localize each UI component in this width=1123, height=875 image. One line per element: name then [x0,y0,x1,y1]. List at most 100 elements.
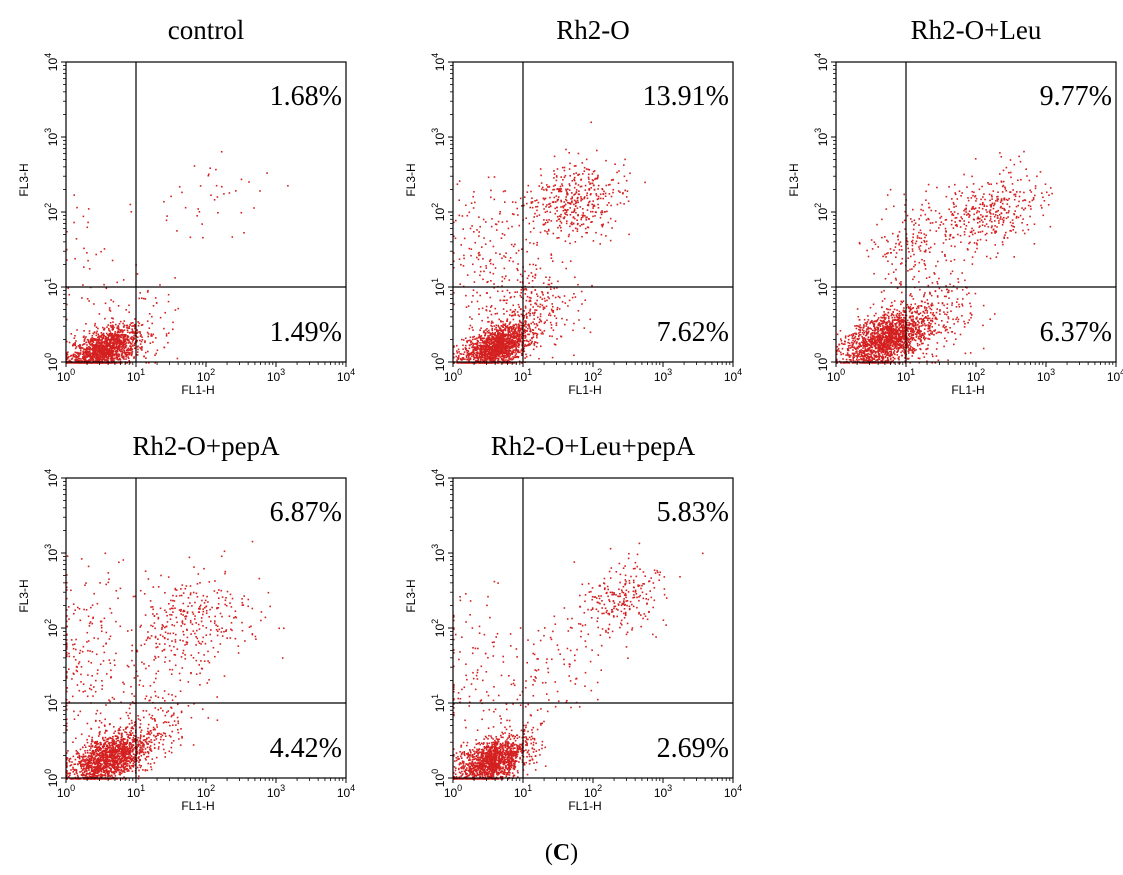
data-point [610,204,612,207]
data-point [506,339,508,341]
data-point [628,233,630,236]
data-point [508,348,511,350]
data-point [453,291,455,294]
data-point [112,317,114,320]
data-point [99,344,101,347]
data-point [907,341,909,343]
data-point [96,344,98,347]
data-point [876,326,878,329]
data-point [521,334,524,337]
data-point [456,357,459,359]
data-point [88,359,90,361]
data-point [483,362,485,364]
data-point [479,225,481,228]
data-point [486,337,489,339]
data-point [152,333,155,336]
data-point [534,326,537,329]
data-point [127,342,130,344]
data-point [595,231,597,234]
data-point [502,329,504,331]
data-point [486,345,488,348]
data-point [79,352,82,354]
data-point [110,354,113,357]
data-point [543,223,546,225]
data-point [553,188,556,191]
data-point [104,344,107,347]
data-point [906,343,908,346]
data-point [525,329,527,332]
data-point [553,173,556,175]
data-point [908,321,910,324]
data-point [117,305,120,307]
data-point [491,331,494,334]
data-point [75,355,78,357]
data-point [118,355,121,357]
data-point [502,345,505,348]
data-point [874,346,877,348]
data-point [490,361,492,364]
data-point [540,182,543,184]
data-point [582,223,585,225]
data-point [489,339,492,341]
data-point [112,358,114,360]
data-point [155,302,158,304]
data-point [154,362,156,364]
data-point [910,318,913,321]
data-point [864,359,867,361]
data-point [518,332,521,334]
data-point [131,338,133,340]
data-point [486,341,488,343]
data-point [519,338,521,341]
data-point [105,362,107,364]
data-point [890,348,893,351]
data-point [144,340,146,342]
data-point [582,212,584,214]
data-point [505,362,508,364]
data-point [566,191,568,194]
data-point [496,312,498,315]
data-point [490,349,493,352]
data-point [172,328,174,331]
data-point [235,190,237,192]
data-point [566,214,568,216]
data-point [117,342,119,345]
data-point [115,338,117,340]
data-point [503,255,505,257]
data-point [454,237,457,240]
data-point [906,346,908,348]
data-point [535,345,538,348]
data-point [68,293,71,296]
data-point [123,356,125,359]
data-point [529,310,531,312]
data-point [478,313,480,315]
data-point [507,329,509,331]
data-point [98,335,100,337]
data-point [165,333,168,335]
data-point [526,191,529,193]
data-point [92,345,95,347]
data-point [77,351,79,354]
data-point [473,343,475,345]
data-point [495,350,497,352]
data-point [550,327,553,329]
data-point [498,340,500,342]
data-point [488,335,491,337]
data-point [515,353,517,355]
data-point [112,300,115,303]
data-point [539,267,542,270]
data-point [505,302,508,304]
data-point [509,334,511,336]
data-point [117,353,120,356]
data-point [480,335,483,337]
data-point [97,359,100,361]
data-point [552,310,555,312]
data-point [568,233,570,236]
data-point [539,313,542,315]
data-point [491,320,493,323]
data-point [70,354,73,357]
data-point [501,362,504,364]
data-point [913,348,916,350]
data-point [889,348,891,350]
data-point [483,353,486,356]
data-point [518,326,520,328]
